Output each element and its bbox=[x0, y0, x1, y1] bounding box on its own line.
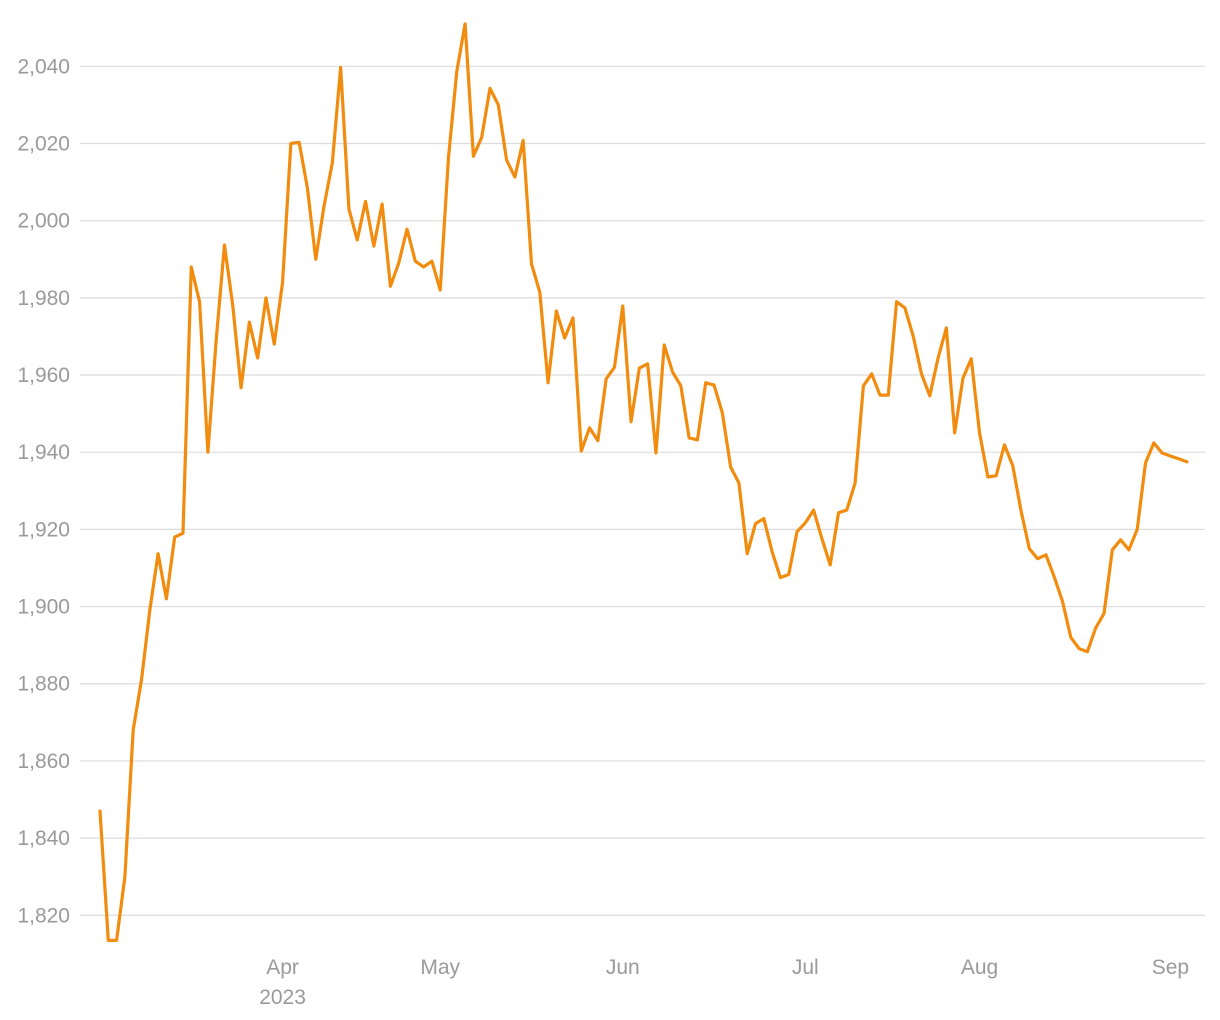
x-tick-label: May bbox=[420, 956, 460, 979]
x-tick-label: Aug bbox=[961, 956, 998, 979]
x-tick-label: Apr bbox=[266, 956, 299, 979]
y-tick-label: 1,820 bbox=[17, 904, 70, 927]
y-tick-label: 1,840 bbox=[17, 827, 70, 850]
y-tick-label: 2,040 bbox=[17, 55, 70, 78]
price-line bbox=[98, 22, 1189, 942]
y-tick-label: 1,980 bbox=[17, 287, 70, 310]
x-tick-label: Jul bbox=[792, 956, 819, 979]
y-tick-label: 1,880 bbox=[17, 673, 70, 696]
x-tick-label: Sep bbox=[1152, 956, 1189, 979]
y-tick-label: 1,920 bbox=[17, 518, 70, 541]
y-tick-label: 2,000 bbox=[17, 210, 70, 233]
x-tick-label: Jun bbox=[606, 956, 640, 979]
y-tick-label: 1,960 bbox=[17, 364, 70, 387]
y-tick-label: 1,860 bbox=[17, 750, 70, 773]
y-tick-label: 1,940 bbox=[17, 441, 70, 464]
y-tick-label: 2,020 bbox=[17, 132, 70, 155]
y-tick-label: 1,900 bbox=[17, 596, 70, 619]
x-year-label: 2023 bbox=[259, 986, 306, 1009]
